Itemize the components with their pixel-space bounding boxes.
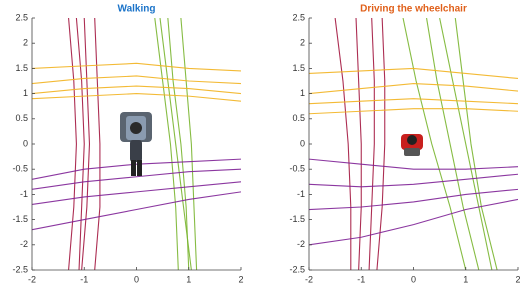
- y-tick-label: -1: [297, 189, 305, 199]
- trajectory: [95, 18, 100, 270]
- trajectory: [309, 189, 518, 209]
- trajectory: [32, 86, 241, 94]
- x-tick-label: 1: [186, 274, 191, 284]
- trajectory: [309, 159, 518, 169]
- y-tick-label: -1.5: [12, 214, 28, 224]
- y-tick-label: 2.5: [15, 12, 28, 22]
- trajectory: [32, 76, 241, 84]
- trajectory: [76, 18, 84, 270]
- trajectory: [181, 18, 197, 270]
- trajectory: [69, 18, 77, 270]
- x-tick-label: 0: [411, 274, 416, 284]
- y-tick-label: 1: [23, 88, 28, 98]
- y-tick-label: 0: [300, 138, 305, 148]
- x-tick-label: 2: [515, 274, 520, 284]
- trajectory: [440, 18, 492, 270]
- trajectory: [335, 18, 351, 270]
- trajectory: [32, 94, 241, 102]
- y-tick-label: -1.5: [289, 214, 305, 224]
- figure: -2.5-2-1.5-1-0.500.511.522.5-2-1012Walki…: [0, 0, 520, 290]
- y-tick-label: -2: [20, 239, 28, 249]
- chart-title: Walking: [118, 4, 156, 15]
- y-tick-label: 0: [23, 138, 28, 148]
- y-tick-label: 2: [300, 38, 305, 48]
- y-tick-label: -1: [20, 189, 28, 199]
- trajectory: [309, 174, 518, 187]
- trajectory: [356, 18, 361, 270]
- trajectory: [32, 192, 241, 230]
- trajectory: [309, 109, 518, 114]
- chart-title: Driving the wheelchair: [360, 4, 467, 15]
- x-tick-label: -1: [357, 274, 365, 284]
- x-tick-label: -2: [305, 274, 313, 284]
- x-tick-label: -1: [80, 274, 88, 284]
- y-tick-label: -2.5: [12, 264, 28, 274]
- trajectory: [309, 99, 518, 104]
- x-tick-label: 1: [463, 274, 468, 284]
- x-tick-label: 0: [134, 274, 139, 284]
- y-tick-label: -0.5: [12, 164, 28, 174]
- y-tick-label: 0.5: [292, 113, 305, 123]
- trajectory: [309, 84, 518, 94]
- y-tick-label: 2.5: [292, 12, 305, 22]
- trajectory: [32, 63, 241, 71]
- wheelchair-icon: [401, 134, 423, 156]
- x-tick-label: 2: [238, 274, 243, 284]
- trajectory: [82, 18, 90, 270]
- trajectory: [309, 199, 518, 244]
- y-tick-label: 2: [23, 38, 28, 48]
- trajectory: [160, 18, 191, 270]
- trajectory: [155, 18, 179, 270]
- y-tick-label: -2.5: [289, 264, 305, 274]
- y-tick-label: 0.5: [15, 113, 28, 123]
- y-tick-label: -2: [297, 239, 305, 249]
- walking-person-icon: [120, 112, 152, 176]
- y-tick-label: 1.5: [15, 63, 28, 73]
- x-tick-label: -2: [28, 274, 36, 284]
- y-tick-label: 1.5: [292, 63, 305, 73]
- trajectory: [455, 18, 497, 270]
- y-tick-label: 1: [300, 88, 305, 98]
- y-tick-label: -0.5: [289, 164, 305, 174]
- trajectory: [32, 169, 241, 189]
- trajectory: [369, 18, 374, 270]
